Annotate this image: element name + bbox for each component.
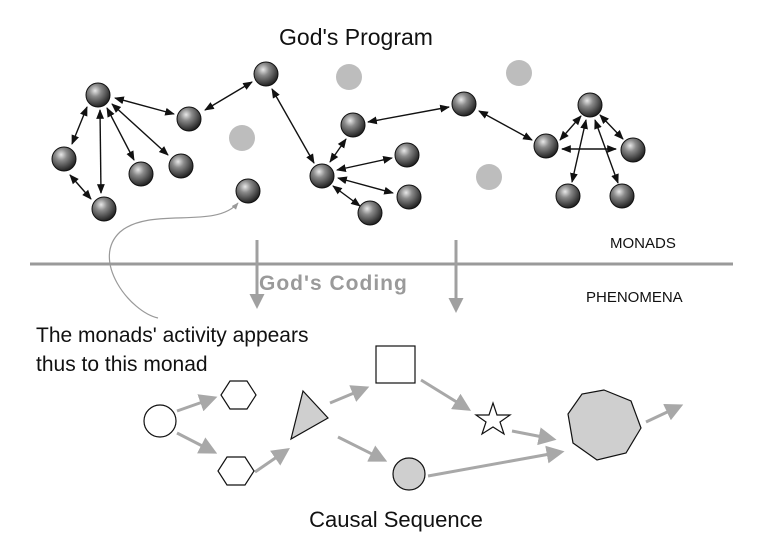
dark-monad bbox=[253, 61, 279, 87]
monad-link bbox=[111, 103, 169, 156]
dark-monad bbox=[176, 106, 202, 132]
light-monad bbox=[229, 125, 255, 151]
monad-link bbox=[367, 104, 450, 125]
dark-monad bbox=[128, 161, 154, 187]
dark-monad bbox=[91, 196, 117, 222]
monad-link bbox=[271, 88, 315, 164]
monad-link bbox=[96, 109, 105, 194]
dark-monad bbox=[533, 133, 559, 159]
causal-arrow bbox=[511, 427, 557, 446]
monad-link bbox=[332, 185, 361, 207]
dark-monad bbox=[51, 146, 77, 172]
dark-monad bbox=[620, 137, 646, 163]
monad-link bbox=[69, 174, 92, 200]
dark-monad bbox=[451, 91, 477, 117]
phenomena-label: PHENOMENA bbox=[586, 289, 683, 306]
monad-link bbox=[559, 115, 582, 141]
monads-label: MONADS bbox=[610, 235, 676, 252]
causal-arrow bbox=[645, 403, 684, 424]
dark-monad bbox=[309, 163, 335, 189]
light-monad bbox=[506, 60, 532, 86]
causal-arrow bbox=[176, 431, 218, 454]
coding-arrows bbox=[249, 240, 464, 313]
dark-monad bbox=[396, 184, 422, 210]
dark-monad bbox=[609, 183, 635, 209]
monad-link bbox=[478, 110, 533, 141]
causal-arrows bbox=[176, 378, 684, 478]
causal-arrow bbox=[420, 378, 472, 411]
phenomenon-heptagon bbox=[567, 389, 642, 461]
dark-monad bbox=[577, 92, 603, 118]
monad-link bbox=[114, 96, 175, 116]
gods-coding-label: God's Coding bbox=[259, 272, 408, 295]
light-monad bbox=[476, 164, 502, 190]
dark-monad bbox=[340, 112, 366, 138]
light-monad bbox=[336, 64, 362, 90]
diagram-title: God's Program bbox=[279, 24, 433, 50]
callout-line-2: thus to this monad bbox=[36, 353, 208, 376]
phenomenon-hexagon bbox=[220, 380, 257, 410]
monad-links bbox=[69, 81, 624, 207]
callout-line-1: The monads' activity appears bbox=[36, 324, 308, 347]
dark-monad bbox=[555, 183, 581, 209]
phenomenon-triangle bbox=[290, 389, 329, 441]
causal-sequence-caption: Causal Sequence bbox=[309, 507, 483, 532]
monad-link bbox=[204, 81, 253, 111]
causal-arrow bbox=[254, 447, 290, 474]
monad-link bbox=[106, 107, 135, 161]
callout-curve bbox=[108, 202, 239, 319]
phenomenon-star bbox=[474, 401, 512, 436]
monad-link bbox=[599, 114, 624, 140]
dark-monad bbox=[85, 82, 111, 108]
phenomenon-hexagon bbox=[217, 456, 255, 486]
dark-monad bbox=[394, 142, 420, 168]
monad-link bbox=[336, 156, 393, 172]
phenomenon-square bbox=[375, 345, 416, 384]
monad-link bbox=[71, 106, 88, 145]
monad-link bbox=[570, 119, 588, 183]
dark-monads bbox=[51, 61, 646, 226]
dark-monad bbox=[235, 178, 261, 204]
causal-arrow bbox=[427, 445, 565, 478]
causal-arrow bbox=[329, 385, 370, 405]
causal-arrow bbox=[176, 394, 218, 413]
light-monads bbox=[229, 60, 532, 190]
causal-arrow bbox=[337, 435, 388, 462]
phenomenon-circle bbox=[143, 404, 177, 438]
dark-monad bbox=[168, 153, 194, 179]
dark-monad bbox=[357, 200, 383, 226]
monad-link bbox=[329, 138, 347, 163]
monad-link bbox=[337, 176, 394, 195]
phenomena-shapes bbox=[143, 345, 642, 491]
phenomenon-circle-grey bbox=[392, 457, 426, 491]
